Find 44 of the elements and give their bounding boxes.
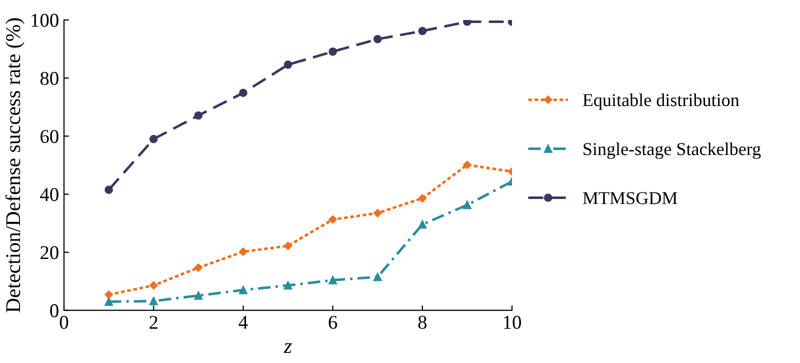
y-axis-title: Detection/Defense success rate (%) (5, 18, 24, 312)
y-tick-label: 40 (40, 188, 58, 202)
point (149, 296, 158, 306)
point (373, 34, 382, 44)
legend-label: Equitable distribution (582, 94, 740, 110)
point (239, 88, 248, 98)
point (418, 194, 427, 202)
x-tick-label: 4 (238, 316, 248, 329)
x-tick-label: 0 (60, 316, 68, 329)
point (328, 47, 337, 56)
x-tick-label: 2 (150, 316, 158, 329)
x-tick-label: 6 (328, 316, 338, 329)
point (284, 242, 292, 250)
point (104, 297, 113, 306)
y-tick-label: 60 (40, 130, 58, 144)
x-tick-label: 8 (418, 316, 427, 329)
point (104, 290, 113, 299)
legend-label: MTMSGDM (582, 192, 678, 204)
legend-label: Single-stage Stackelberg (584, 142, 761, 159)
y-tick-label: 0 (50, 304, 58, 318)
y-tick-label: 100 (32, 14, 58, 27)
point (463, 200, 472, 210)
point (284, 281, 292, 290)
point (239, 248, 248, 256)
x-tick-label: 10 (504, 316, 521, 329)
point (373, 272, 382, 282)
point (149, 281, 158, 290)
point (328, 215, 337, 224)
point (149, 134, 158, 144)
point (418, 26, 427, 36)
point (284, 60, 292, 69)
point (194, 264, 203, 272)
y-tick-label: 80 (40, 72, 58, 85)
point (194, 111, 203, 120)
y-tick-label: 20 (40, 246, 58, 260)
x-axis-title: z (284, 343, 292, 353)
point (418, 220, 427, 229)
point (328, 276, 337, 284)
point (463, 160, 472, 170)
point (104, 186, 113, 194)
point (463, 20, 472, 26)
point (373, 208, 382, 218)
point (194, 291, 203, 300)
point (239, 286, 248, 294)
